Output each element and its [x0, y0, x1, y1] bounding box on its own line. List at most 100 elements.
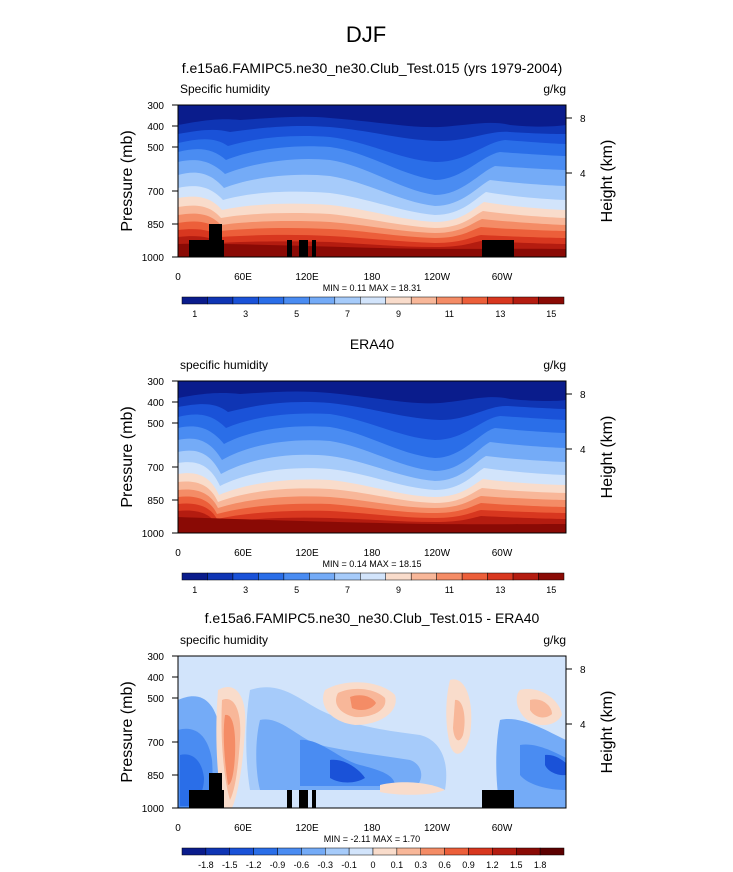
colorbar-label: 13: [495, 585, 505, 595]
colorbar-swatch: [538, 572, 565, 581]
height-axis: 8 4: [566, 665, 586, 731]
colorbar-label: 3: [243, 309, 248, 319]
colorbar-swatch: [487, 572, 514, 581]
colorbar-swatch: [538, 296, 565, 305]
contour-negative: [545, 754, 566, 776]
colorbar-label: 1: [192, 585, 197, 595]
x-tick: 60E: [234, 548, 252, 559]
colorbar-label: -0.1: [341, 860, 357, 870]
x-tick: 180: [364, 272, 381, 283]
x-tick: 120W: [424, 272, 451, 283]
contour-positive: [453, 699, 465, 741]
colorbar-swatch: [360, 296, 386, 305]
x-tick: 0: [175, 823, 181, 834]
colorbar-swatch: [309, 296, 336, 305]
colorbar-swatch: [232, 572, 259, 581]
colorbar: 1 3 5 7 9 11 13 15: [181, 572, 565, 595]
colorbar-swatch: [181, 572, 208, 581]
colorbar-label: 0.1: [391, 860, 404, 870]
contour-negative: [520, 744, 566, 790]
colorbar-label: 3: [243, 585, 248, 595]
colorbar-swatch: [283, 296, 310, 305]
colorbar-label: -1.8: [198, 860, 214, 870]
x-axis: 0 60E 120E 180 120W 60W: [175, 823, 513, 834]
colorbar-swatch: [461, 296, 488, 305]
x-tick: 0: [175, 548, 181, 559]
colorbar-swatch: [277, 847, 302, 856]
colorbar-label: -1.5: [222, 860, 238, 870]
x-tick: 120W: [424, 823, 451, 834]
colorbar-label: 11: [445, 585, 454, 595]
pressure-tick: 700: [147, 463, 164, 474]
colorbar-label: 0.6: [438, 860, 451, 870]
colorbar-label: 7: [345, 309, 350, 319]
height-axis: 8 4: [566, 390, 586, 456]
colorbar: 1 3 5 7 9 11 13 15: [181, 296, 565, 319]
colorbar-label: 1: [192, 309, 197, 319]
pressure-axis: 300 400 500 700 850 1000: [142, 101, 178, 264]
contour-field: [178, 656, 566, 808]
units-label: g/kg: [543, 358, 566, 372]
colorbar-swatch: [492, 847, 517, 856]
colorbar-label: 15: [546, 585, 556, 595]
colorbar-swatch: [205, 847, 230, 856]
topography-mask: [189, 773, 514, 808]
colorbar-label: 15: [546, 309, 556, 319]
figure-title: DJF: [346, 22, 386, 47]
height-axis: 8 4: [566, 114, 586, 180]
x-tick: 60W: [492, 823, 513, 834]
x-tick: 0: [175, 272, 181, 283]
pressure-tick: 1000: [142, 529, 165, 540]
y2-axis-label: Height (km): [599, 416, 616, 499]
x-tick: 120E: [295, 823, 319, 834]
colorbar-swatch: [334, 572, 361, 581]
colorbar-label: 9: [396, 309, 401, 319]
colorbar-swatch: [420, 847, 445, 856]
x-tick: 120W: [424, 548, 451, 559]
colorbar-label: 0: [370, 860, 375, 870]
pressure-tick: 400: [147, 398, 164, 409]
colorbar-swatch: [372, 847, 398, 856]
pressure-tick: 500: [147, 694, 164, 705]
x-tick: 180: [364, 548, 381, 559]
height-tick: 4: [580, 720, 586, 731]
colorbar-swatch: [436, 572, 463, 581]
colorbar-swatch: [410, 296, 437, 305]
colorbar-swatch: [436, 296, 463, 305]
contour-negative: [300, 739, 395, 786]
colorbar-swatch: [385, 296, 412, 305]
pressure-tick: 700: [147, 738, 164, 749]
panel-title: f.e15a6.FAMIPC5.ne30_ne30.Club_Test.015 …: [182, 60, 563, 76]
panel-era40: ERA40 specific humidity g/kg 300 400 500: [119, 336, 616, 595]
height-tick: 8: [580, 390, 586, 401]
x-tick: 60E: [234, 272, 252, 283]
contour-field: [178, 381, 566, 533]
pressure-axis: 300 400 500 700 850 1000: [142, 652, 178, 815]
x-tick: 120E: [295, 272, 319, 283]
colorbar-swatch: [410, 572, 437, 581]
colorbar-swatch: [360, 572, 386, 581]
panel-difference: f.e15a6.FAMIPC5.ne30_ne30.Club_Test.015 …: [119, 610, 616, 870]
panel-model: f.e15a6.FAMIPC5.ne30_ne30.Club_Test.015 …: [119, 60, 616, 319]
colorbar-swatch: [468, 847, 493, 856]
x-tick: 180: [364, 823, 381, 834]
colorbar-swatch: [334, 296, 361, 305]
pressure-tick: 850: [147, 220, 164, 231]
colorbar-label: 1.5: [510, 860, 523, 870]
colorbar-swatch: [258, 296, 285, 305]
colorbar-label: -0.6: [294, 860, 310, 870]
contour-negative: [330, 759, 365, 783]
contour-field: [178, 105, 566, 257]
units-label: g/kg: [543, 82, 566, 96]
panel-title: f.e15a6.FAMIPC5.ne30_ne30.Club_Test.015 …: [205, 610, 540, 626]
colorbar-label: 1.2: [486, 860, 499, 870]
y-axis-label: Pressure (mb): [119, 681, 136, 782]
contour-positive: [223, 714, 236, 785]
y2-axis-label: Height (km): [599, 691, 616, 774]
colorbar-swatch: [258, 572, 285, 581]
height-tick: 8: [580, 665, 586, 676]
colorbar-swatch: [487, 296, 514, 305]
colorbar-swatch: [181, 296, 208, 305]
colorbar-swatch: [283, 572, 310, 581]
